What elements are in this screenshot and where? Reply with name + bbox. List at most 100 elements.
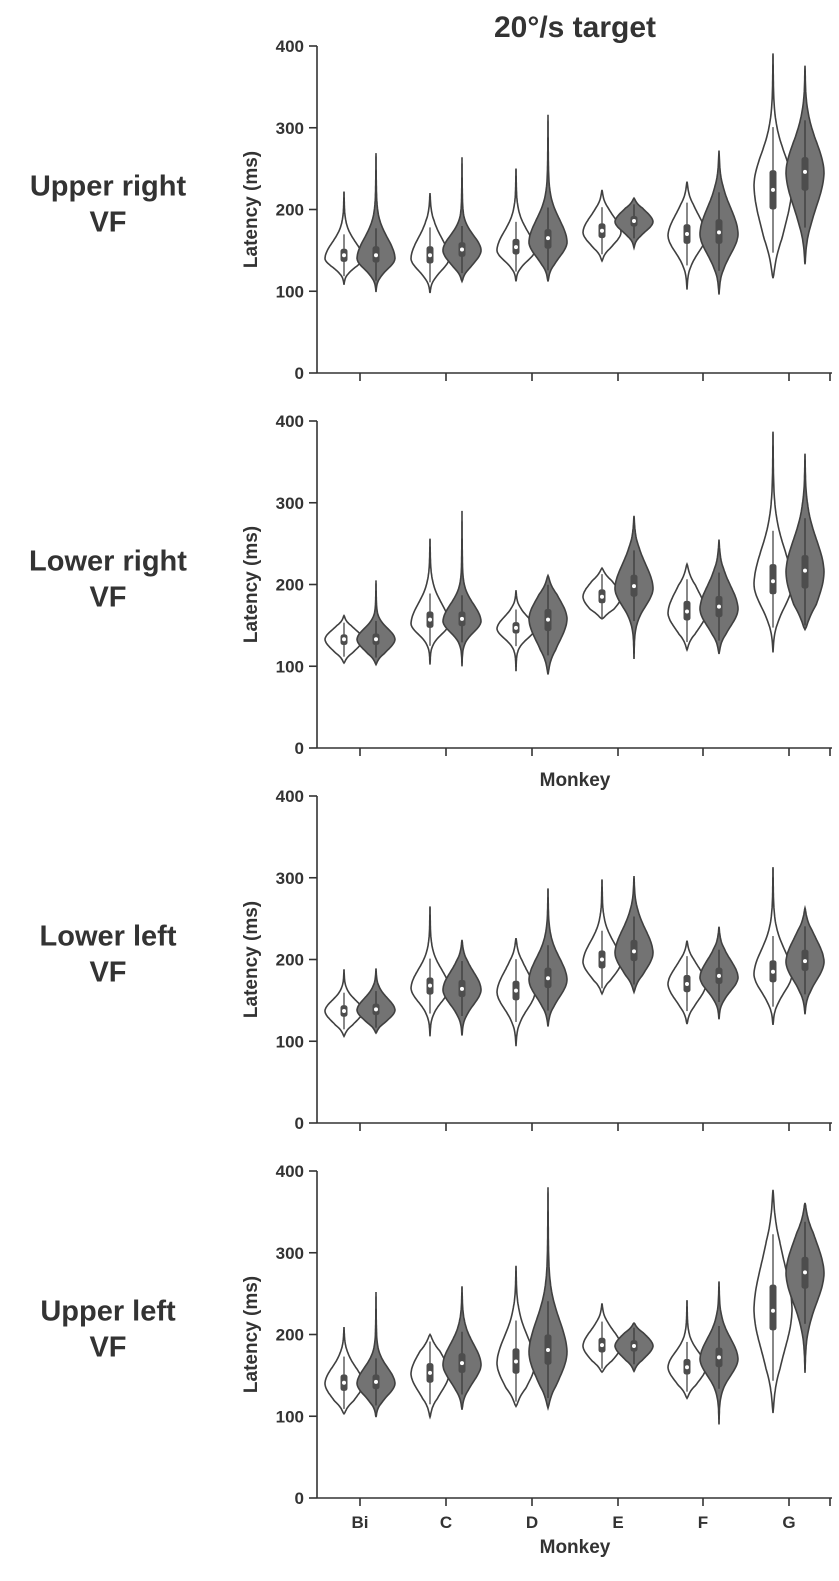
violin-median [632, 584, 636, 589]
y-tick-label: 200 [276, 1326, 304, 1345]
row-label: VF [89, 207, 126, 239]
violin-median [803, 959, 807, 964]
violin-median [632, 949, 636, 954]
violin-median [717, 230, 721, 235]
violin-median [717, 1355, 721, 1360]
y-axis-label: Latency (ms) [241, 901, 262, 1018]
y-tick-label: 200 [276, 201, 304, 220]
violin-median [803, 1270, 807, 1275]
row-label: VF [89, 957, 126, 989]
violin-median [342, 253, 346, 258]
violin-median [428, 1370, 432, 1375]
y-tick-label: 300 [276, 869, 304, 888]
y-tick-label: 400 [276, 787, 304, 806]
y-tick-label: 0 [295, 739, 304, 758]
row-label: VF [89, 1332, 126, 1364]
violin-median [771, 187, 775, 192]
violin-median [771, 1308, 775, 1313]
violin-median [803, 169, 807, 174]
y-tick-label: 100 [276, 1407, 304, 1426]
violin-median [374, 637, 378, 642]
x-tick-label: E [612, 1513, 623, 1532]
violin-median [342, 1380, 346, 1385]
violin-median [717, 604, 721, 609]
y-tick-label: 0 [295, 1114, 304, 1133]
violin-body [356, 153, 396, 293]
violin-median [685, 1365, 689, 1370]
violin-body [528, 114, 568, 282]
y-axis-label: Latency (ms) [241, 1276, 262, 1393]
violin-median [546, 1348, 550, 1353]
y-tick-label: 300 [276, 119, 304, 138]
violin-median [685, 232, 689, 237]
panels-group: 0 100 200 300 400 Latency (ms) Upper right VF 0 1… [29, 37, 832, 1558]
violin-median [428, 617, 432, 622]
y-tick-label: 400 [276, 412, 304, 431]
violin-median [600, 957, 604, 962]
y-tick-label: 300 [276, 494, 304, 513]
violin-body [442, 157, 482, 284]
violin-iqr-box [769, 1284, 777, 1331]
violin-body [356, 1292, 396, 1418]
violin-median [803, 568, 807, 573]
panel-3: 0 100 200 300 400 Latency (ms) Lower left VF [40, 787, 832, 1133]
violin-median [428, 253, 432, 258]
violin-iqr-box [801, 157, 809, 191]
panel-1: 0 100 200 300 400 Latency (ms) Upper right VF [30, 37, 832, 383]
y-tick-label: 400 [276, 37, 304, 56]
violin-median [374, 1379, 378, 1384]
violin-median [685, 982, 689, 987]
x-axis-label: Monkey [540, 770, 611, 791]
violin-median [546, 976, 550, 981]
y-tick-label: 0 [295, 364, 304, 383]
y-axis-label: Latency (ms) [241, 151, 262, 268]
figure-title: 20°/s target [494, 11, 656, 44]
y-tick-label: 200 [276, 951, 304, 970]
violin-median [514, 625, 518, 630]
row-label: Lower right [29, 546, 187, 578]
panel-4: 0 100 200 300 400 Bi C D E F G Latency (ms) Monkey Up… [40, 1162, 832, 1558]
violin-median [514, 245, 518, 250]
y-tick-label: 100 [276, 1032, 304, 1051]
y-tick-label: 300 [276, 1244, 304, 1263]
violin-body [442, 510, 482, 667]
x-tick-label: G [782, 1513, 795, 1532]
row-label: Lower left [40, 921, 177, 953]
violin-iqr-box [769, 564, 777, 595]
violin-median [514, 988, 518, 993]
violin-median [546, 617, 550, 622]
violin-median [632, 218, 636, 223]
violin-median [600, 594, 604, 599]
violin-median [460, 986, 464, 991]
row-label: VF [89, 582, 126, 614]
violin-median [342, 1009, 346, 1014]
violin-median [374, 1007, 378, 1012]
x-tick-label: D [526, 1513, 538, 1532]
violin-median [514, 1359, 518, 1364]
violin-median [600, 1343, 604, 1348]
x-tick-label: F [698, 1513, 708, 1532]
violin-median [374, 253, 378, 258]
y-tick-label: 400 [276, 1162, 304, 1181]
violin-body [528, 1187, 568, 1412]
x-tick-label: C [440, 1513, 452, 1532]
violin-median [428, 983, 432, 988]
violin-median [717, 973, 721, 978]
y-tick-label: 0 [295, 1489, 304, 1508]
violin-median [460, 616, 464, 621]
violin-median [342, 637, 346, 642]
row-label: Upper left [40, 1296, 176, 1328]
y-tick-label: 200 [276, 576, 304, 595]
violin-median [460, 1361, 464, 1366]
violin-median [546, 236, 550, 241]
y-tick-label: 100 [276, 282, 304, 301]
violin-median [600, 228, 604, 233]
violin-median [632, 1343, 636, 1348]
x-axis-label: Monkey [540, 1537, 611, 1558]
violin-median [460, 247, 464, 252]
y-axis-label: Latency (ms) [241, 526, 262, 643]
violin-median [771, 579, 775, 584]
violin-median [685, 609, 689, 614]
violin-median [771, 969, 775, 974]
